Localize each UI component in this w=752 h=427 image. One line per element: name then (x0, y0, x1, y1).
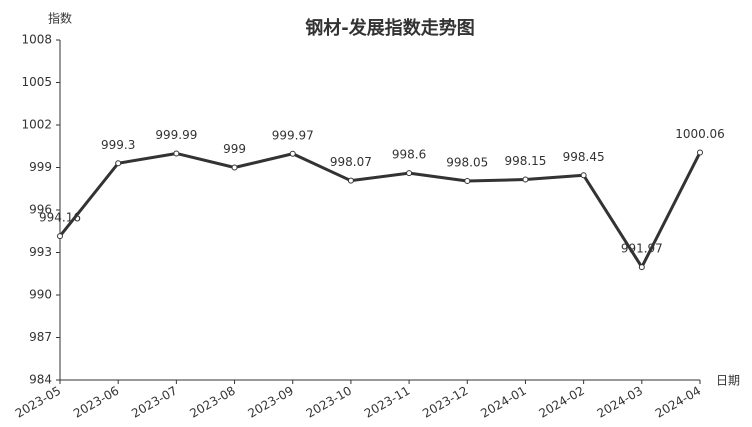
data-label: 999.99 (155, 128, 197, 142)
point (347, 177, 354, 184)
data-label: 998.07 (330, 155, 372, 169)
data-label: 999.97 (272, 128, 314, 142)
x-axis-label: 日期 (716, 374, 740, 388)
y-tick-label: 987 (29, 330, 52, 344)
y-tick-label: 1002 (21, 118, 52, 132)
point (522, 176, 529, 183)
line (58, 151, 702, 269)
point (580, 172, 587, 179)
y-tick-label: 993 (29, 245, 52, 259)
data-label: 998.6 (392, 148, 426, 162)
chart-title: 钢材-发展指数走势图 (305, 17, 474, 39)
point (57, 233, 63, 240)
data-label: 1000.06 (675, 127, 725, 141)
x-tick-label: 2023-06 (71, 384, 121, 421)
y-tick-label: 996 (29, 203, 52, 217)
x-tick-label: 2024-01 (478, 384, 528, 421)
x-tick-label: 2023-12 (420, 384, 470, 421)
point (697, 149, 703, 156)
y-tick-label: 1005 (21, 75, 52, 89)
point (464, 177, 471, 184)
x-tick-label: 2024-02 (536, 384, 586, 421)
point (638, 264, 645, 271)
data-label: 991.97 (621, 242, 663, 256)
x-tick-label: 2024-04 (653, 384, 703, 421)
x-tick-label: 2023-10 (304, 384, 354, 421)
point (115, 160, 122, 167)
y-tick-label: 984 (29, 373, 52, 387)
point (289, 150, 296, 157)
x-tick-label: 2023-08 (187, 384, 237, 421)
x-tick-label: 2023-11 (362, 384, 412, 421)
point (231, 164, 238, 171)
data-label: 998.05 (446, 155, 488, 169)
x-tick-label: 2024-03 (595, 384, 645, 421)
data-label: 998.15 (504, 154, 546, 168)
data-label: 994.16 (39, 211, 81, 225)
x-tick-label: 2023-07 (129, 384, 179, 421)
data-label: 998.45 (563, 150, 605, 164)
point (173, 150, 180, 157)
x-tick-label: 2023-05 (13, 384, 63, 421)
y-tick-label: 1008 (21, 33, 52, 47)
data-label: 999 (223, 142, 246, 156)
point (406, 170, 413, 177)
y-tick-label: 999 (29, 160, 52, 174)
data-label: 999.3 (101, 138, 135, 152)
x-tick-label: 2023-09 (246, 384, 296, 421)
y-axis-label: 指数 (48, 11, 72, 26)
y-tick-label: 990 (29, 288, 52, 302)
